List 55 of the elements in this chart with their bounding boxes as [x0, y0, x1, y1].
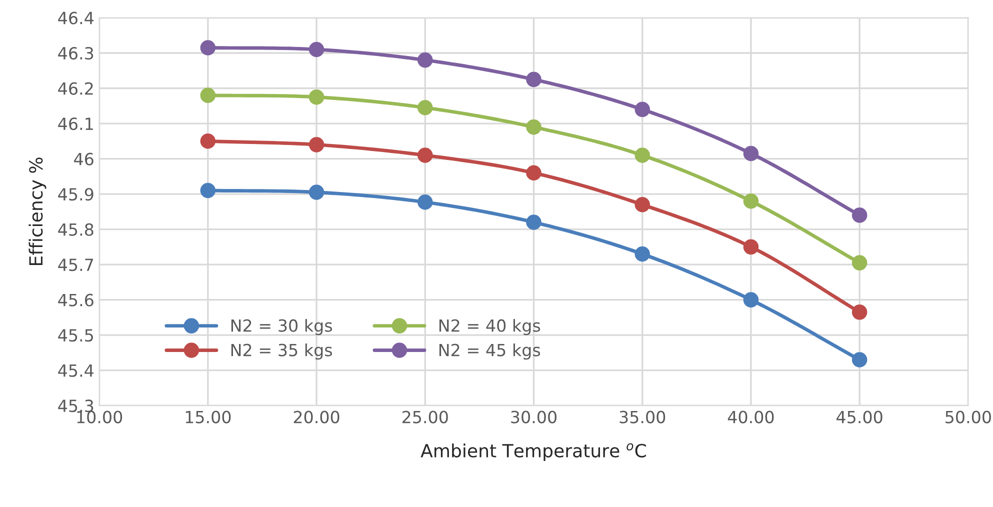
point	[200, 88, 216, 103]
y-axis-title: Efficiency %	[28, 158, 46, 265]
point	[417, 194, 433, 210]
point	[417, 100, 433, 116]
x-tick-label: 40.00	[728, 410, 774, 424]
y-tick-label: 46.1	[58, 117, 93, 130]
point	[308, 184, 324, 200]
point	[852, 352, 868, 368]
point	[852, 255, 868, 270]
y-tick-label: 45.9	[58, 188, 94, 201]
point	[634, 102, 650, 118]
point	[308, 137, 324, 152]
y-tick-label: 46.3	[58, 46, 94, 60]
point	[200, 182, 216, 198]
y-tick-label: 46.4	[58, 12, 94, 24]
x-tick-label: 20.00	[294, 410, 340, 424]
y-tick-label: 45.3	[58, 400, 94, 412]
point	[417, 148, 433, 163]
x-tick-label: 10.00	[77, 410, 122, 424]
y-tick-label: 45.5	[58, 329, 93, 342]
point	[417, 52, 433, 68]
x-tick-label: 25.00	[402, 410, 448, 424]
y-tick-label: 46	[74, 152, 94, 166]
y-tick-label: 45.7	[58, 258, 94, 272]
point	[743, 239, 759, 255]
point	[200, 40, 216, 56]
point	[743, 193, 759, 209]
point	[743, 146, 759, 162]
point	[308, 89, 324, 105]
point	[200, 134, 216, 149]
point	[526, 214, 542, 230]
x-tick-label: 15.00	[186, 410, 231, 424]
y-tick-label: 45.6	[58, 294, 94, 306]
x-tick-label: 50.00	[946, 410, 991, 424]
legend-label: N2 = 40 kgs	[439, 318, 540, 336]
point	[634, 246, 650, 262]
legend-label: N2 = 35 kgs	[231, 343, 332, 360]
point	[526, 165, 542, 181]
legend-label: N2 = 30 kgs	[231, 318, 332, 336]
y-tick-label: 45.8	[58, 223, 94, 236]
x-axis-title: Ambient Temperature $^{o}$C	[420, 443, 646, 462]
point	[308, 42, 324, 58]
x-tick-label: 35.00	[620, 410, 666, 424]
point	[852, 304, 868, 320]
point	[634, 148, 650, 163]
x-tick-label: 30.00	[511, 410, 556, 424]
point	[526, 72, 542, 88]
x-tick-label: 45.00	[836, 410, 882, 424]
legend-label: N2 = 45 kgs	[439, 343, 540, 360]
point	[634, 196, 650, 212]
point	[526, 119, 542, 135]
point	[743, 292, 759, 308]
y-tick-label: 45.4	[58, 364, 94, 377]
point	[852, 208, 868, 223]
y-tick-label: 46.2	[58, 82, 93, 95]
